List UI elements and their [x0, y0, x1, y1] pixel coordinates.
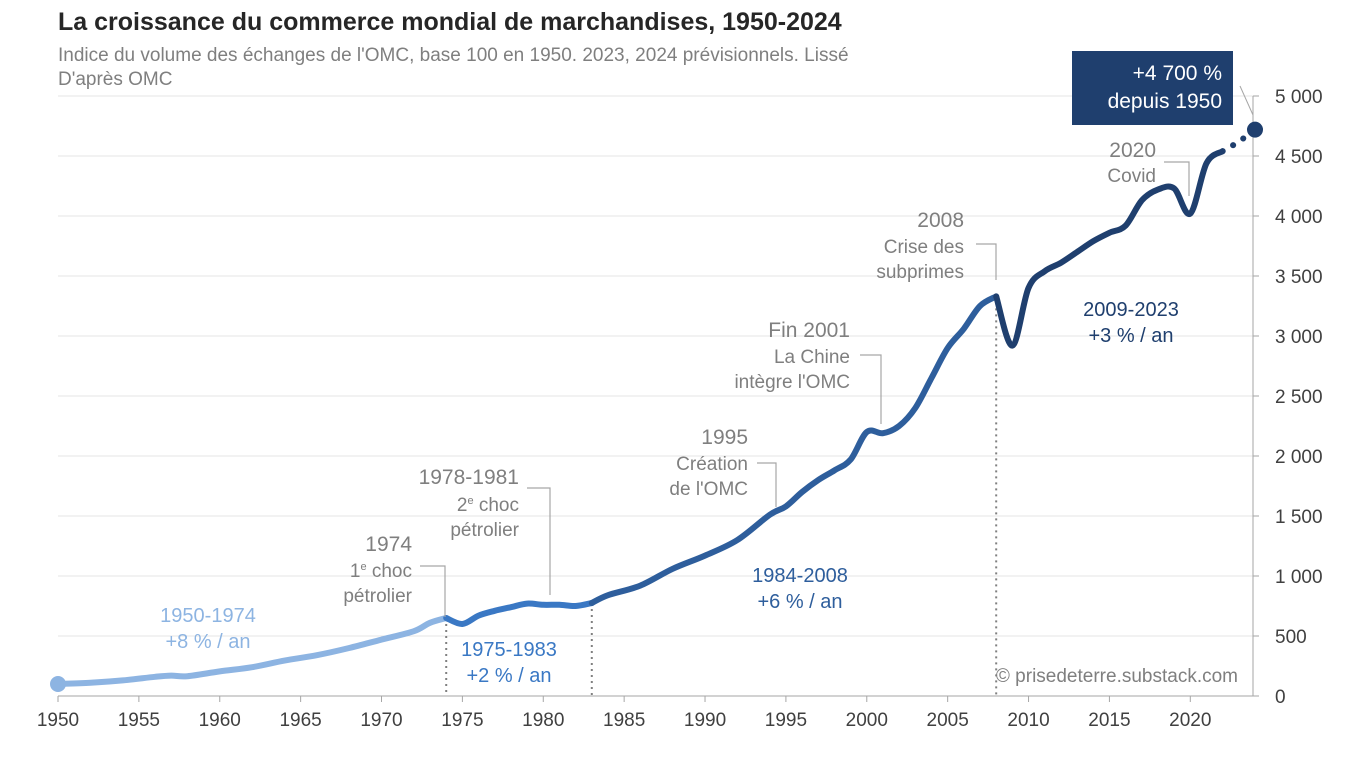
x-tick-label: 1970 [360, 710, 402, 731]
x-tick-label: 1960 [199, 710, 241, 731]
chart-subtitle: Indice du volume des échanges de l'OMC, … [58, 45, 849, 66]
x-axis-ticks: 1950 1955 1960 1965 1970 1975 1980 1985 1990 1995… [37, 696, 1211, 731]
annotation-1995-line2: de l'OMC [669, 479, 748, 500]
grid-lines [58, 95, 1253, 637]
chart-subtitle-block: Indice du volume des échanges de l'OMC, … [58, 44, 849, 92]
x-tick-label: 1950 [37, 710, 79, 731]
annotation-2008-line2: subprimes [876, 262, 964, 283]
annotation-2001-line1: La Chine [774, 347, 850, 368]
x-tick-label: 1995 [765, 710, 807, 731]
x-tick-label: 2010 [1007, 710, 1049, 731]
annotation-2001-line2: intègre l'OMC [734, 372, 850, 393]
annotation-leader-line [976, 243, 997, 280]
period-rate-2009-2023: +3 % / an [1088, 325, 1173, 347]
series-line-1983-2008 [588, 293, 1000, 606]
annotation-1978-line2: pétrolier [450, 520, 519, 541]
x-tick-label: 1955 [118, 710, 160, 731]
x-tick-label: 1985 [603, 710, 645, 731]
annotation-leader-line [1164, 161, 1190, 196]
data-series [55, 126, 1258, 687]
annotation-1978-line1: 2e choc [457, 495, 519, 516]
period-label-1975-1983: 1975-1983 [461, 639, 557, 661]
credit-text: © prisedeterre.substack.com [996, 666, 1238, 687]
x-tick-label: 2015 [1088, 710, 1130, 731]
y-tick-label: 4 500 [1275, 147, 1323, 168]
period-label-1950-1974: 1950-1974 [160, 605, 256, 627]
annotation-leader-line [860, 354, 882, 424]
annotation-1974-line2: pétrolier [343, 586, 412, 607]
x-tick-label: 1965 [279, 710, 321, 731]
y-tick-label: 1 500 [1275, 507, 1323, 528]
period-rate-1950-1974: +8 % / an [165, 631, 250, 653]
series-line-1950-1974 [55, 615, 450, 687]
y-tick-label: 2 500 [1275, 387, 1323, 408]
y-tick-label: 5 000 [1275, 87, 1323, 108]
annotation-1995-year: 1995 [701, 426, 748, 449]
growth-callout-box [1072, 51, 1233, 125]
annotation-leader-line [757, 462, 777, 507]
y-tick-label: 1 000 [1275, 567, 1323, 588]
x-tick-label: 2020 [1169, 710, 1211, 731]
annotation-1995-line1: Création [676, 454, 748, 475]
period-separators [445, 296, 998, 696]
x-tick-label: 1990 [684, 710, 726, 731]
x-tick-label: 2000 [846, 710, 888, 731]
series-line-1974-1983 [443, 600, 595, 627]
x-tick-label: 1980 [522, 710, 564, 731]
growth-callout-value: +4 700 % [1133, 62, 1222, 85]
chart-title: La croissance du commerce mondial de mar… [58, 8, 842, 36]
y-tick-label: 4 000 [1275, 207, 1323, 228]
annotation-leaders [420, 161, 1190, 617]
end-point-2024 [1247, 121, 1263, 138]
annotation-1978-year: 1978-1981 [419, 466, 519, 489]
chart-source: D'après OMC [58, 69, 173, 90]
y-tick-label: 3 000 [1275, 327, 1323, 348]
annotation-1974-line1: 1e choc [350, 561, 412, 582]
y-tick-label: 2 000 [1275, 447, 1323, 468]
annotation-leader-line [527, 487, 551, 595]
y-axis-ticks: 0 500 1 000 1 500 2 000 2 500 3 000 3 500 4 000 4… [1253, 87, 1323, 708]
x-tick-label: 1975 [441, 710, 483, 731]
y-tick-label: 3 500 [1275, 267, 1323, 288]
series-endpoints [50, 121, 1263, 692]
start-point-1950 [50, 676, 66, 692]
annotation-2008-year: 2008 [917, 209, 964, 232]
growth-callout-text: depuis 1950 [1108, 90, 1222, 113]
period-label-2009-2023: 2009-2023 [1083, 299, 1179, 321]
x-tick-label: 2005 [927, 710, 969, 731]
annotation-2001-year: Fin 2001 [768, 319, 850, 342]
callout-leader [1239, 85, 1254, 116]
series-line-2008-2022 [993, 148, 1226, 349]
annotation-leader-line [420, 565, 446, 617]
annotation-1974-year: 1974 [365, 533, 412, 556]
annotation-2020-line1: Covid [1107, 166, 1156, 187]
period-rate-1975-1983: +2 % / an [466, 665, 551, 687]
y-tick-label: 0 [1275, 687, 1286, 708]
annotation-2020-year: 2020 [1109, 139, 1156, 162]
annotation-2008-line1: Crise des [884, 237, 964, 258]
period-label-1984-2008: 1984-2008 [752, 565, 848, 587]
y-tick-label: 500 [1275, 627, 1307, 648]
period-rate-1984-2008: +6 % / an [757, 591, 842, 613]
